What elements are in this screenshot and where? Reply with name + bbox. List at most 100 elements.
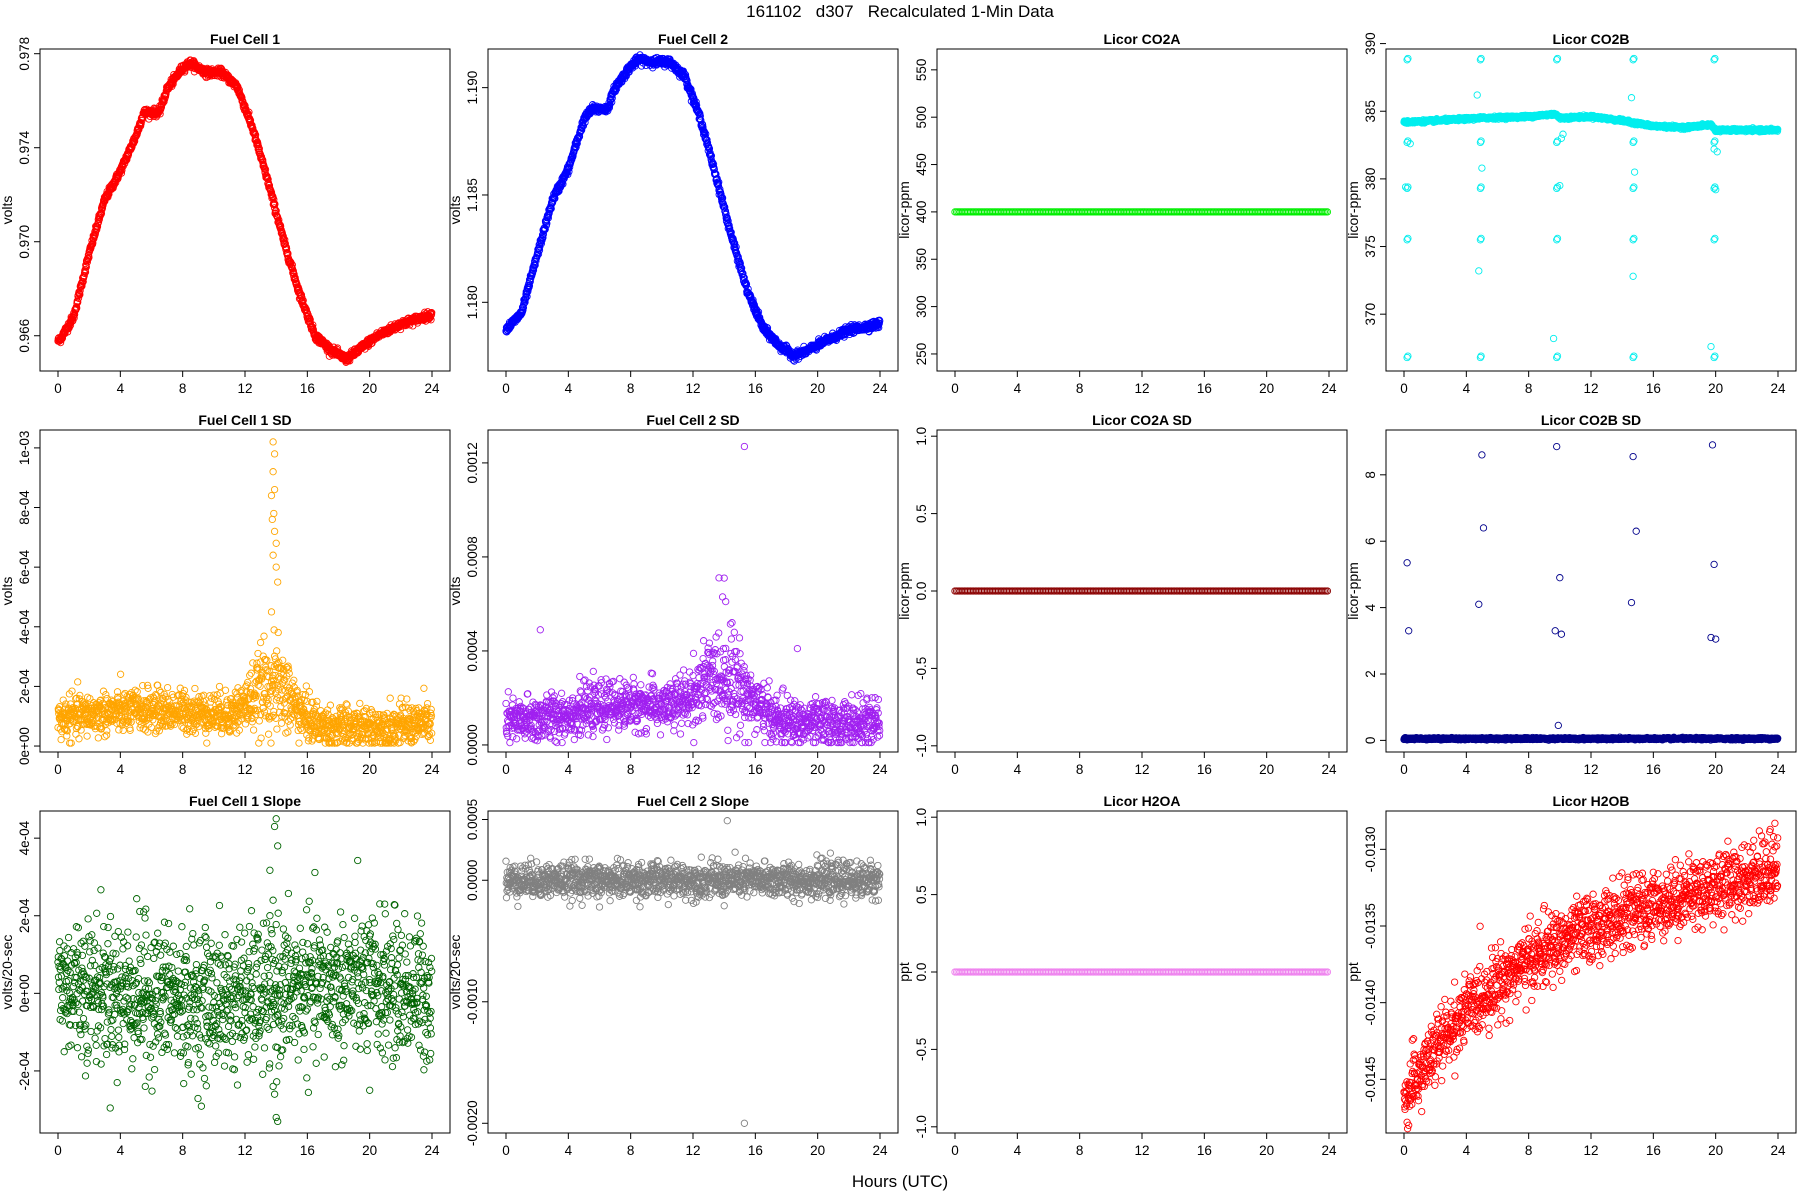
y-axis-label: licor-ppm: [1345, 181, 1361, 239]
x-tick-label: 4: [117, 381, 125, 396]
data-point: [76, 291, 84, 299]
y-tick-label: 250: [914, 343, 929, 366]
data-point: [138, 116, 146, 125]
data-point: [86, 694, 94, 703]
y-tick-label: 350: [914, 248, 929, 271]
data-point: [118, 166, 126, 174]
y-tick-label: 0.978: [17, 37, 32, 71]
data-point: [1549, 334, 1558, 343]
x-tick-label: 0: [951, 381, 959, 396]
data-point: [79, 277, 87, 286]
x-tick-label: 0: [54, 381, 62, 396]
data-point: [74, 678, 82, 686]
data-point: [70, 314, 78, 322]
data-point: [66, 739, 74, 747]
x-tick-label: 8: [1076, 381, 1084, 396]
data-points: [54, 56, 436, 366]
x-tick-label: 12: [237, 762, 252, 777]
x-axis-title: Hours (UTC): [851, 1172, 949, 1191]
x-tick-label: 20: [810, 381, 825, 396]
x-tick-label: 12: [237, 381, 252, 396]
data-point: [1475, 267, 1483, 275]
y-axis-label: volts: [0, 577, 15, 606]
data-points: [502, 51, 884, 365]
data-points: [54, 438, 436, 747]
data-point: [78, 282, 86, 290]
panel-title: Licor CO2A: [1103, 31, 1180, 47]
data-point: [75, 735, 83, 743]
data-points: [951, 208, 1332, 216]
plot-frame: [1385, 48, 1797, 372]
x-tick-label: 4: [565, 381, 573, 396]
y-tick-label: 375: [1363, 235, 1378, 258]
x-tick-label: 24: [424, 381, 440, 396]
data-point: [1473, 91, 1481, 99]
y-tick-label: 300: [914, 295, 929, 318]
y-tick-label: 6e-04: [17, 549, 32, 584]
data-point: [1559, 130, 1567, 138]
y-tick-label: 380: [1363, 168, 1378, 191]
data-point: [83, 732, 91, 740]
figure-title: 161102 d307 Recalculated 1-Min Data: [746, 2, 1054, 21]
y-tick-label: 0.970: [17, 225, 32, 259]
y-tick-label: 385: [1363, 100, 1378, 123]
x-tick-label: 24: [1321, 381, 1337, 396]
data-point: [67, 739, 75, 747]
x-tick-label: 0: [1400, 381, 1408, 396]
x-tick-label: 8: [627, 381, 635, 396]
x-tick-label: 8: [179, 381, 187, 396]
data-point: [94, 734, 102, 742]
x-tick-label: 4: [1014, 381, 1022, 396]
y-tick-label: 1.180: [465, 285, 480, 319]
x-tick-label: 20: [362, 381, 377, 396]
y-tick-label: 450: [914, 153, 929, 176]
x-tick-label: 4: [117, 762, 125, 777]
x-tick-label: 12: [685, 381, 700, 396]
y-axis-label: volts: [0, 196, 15, 225]
x-tick-label: 12: [1134, 381, 1149, 396]
y-tick-label: 0.974: [17, 130, 32, 164]
x-tick-label: 16: [748, 381, 763, 396]
y-tick-label: 550: [914, 59, 929, 82]
y-tick-label: 8e-04: [17, 490, 32, 525]
x-tick-label: 8: [1525, 381, 1533, 396]
data-points: [1400, 54, 1782, 362]
y-tick-label: 1.185: [465, 178, 480, 212]
data-point: [1627, 94, 1636, 102]
y-tick-label: 390: [1363, 32, 1378, 55]
data-point: [103, 727, 111, 735]
y-axis-label: volts: [447, 196, 463, 225]
x-tick-label: 24: [872, 381, 888, 396]
data-point: [238, 93, 246, 102]
panel-title: Fuel Cell 1 SD: [198, 412, 291, 428]
x-tick-label: 0: [54, 762, 62, 777]
panel-title: Licor CO2B: [1552, 31, 1629, 47]
data-point: [98, 204, 107, 212]
y-tick-label: 370: [1363, 303, 1378, 326]
x-tick-label: 16: [300, 762, 315, 777]
y-axis-label: licor-ppm: [896, 181, 912, 239]
y-tick-label: 4e-04: [17, 609, 32, 644]
x-tick-label: 20: [362, 762, 377, 777]
y-tick-label: 0.966: [17, 319, 32, 353]
y-tick-label: 0e+00: [17, 727, 32, 765]
x-tick-label: 12: [1583, 381, 1598, 396]
data-point: [251, 131, 260, 139]
data-point: [101, 733, 109, 741]
data-point: [130, 137, 139, 145]
x-tick-label: 20: [1708, 381, 1723, 396]
y-tick-label: 1.190: [465, 71, 480, 105]
x-tick-label: 16: [1646, 381, 1661, 396]
data-point: [97, 209, 106, 218]
panel-title: Fuel Cell 2: [658, 31, 728, 47]
data-point: [1630, 168, 1639, 176]
x-tick-label: 16: [300, 381, 315, 396]
data-point: [1478, 164, 1486, 172]
x-tick-label: 20: [1259, 381, 1274, 396]
